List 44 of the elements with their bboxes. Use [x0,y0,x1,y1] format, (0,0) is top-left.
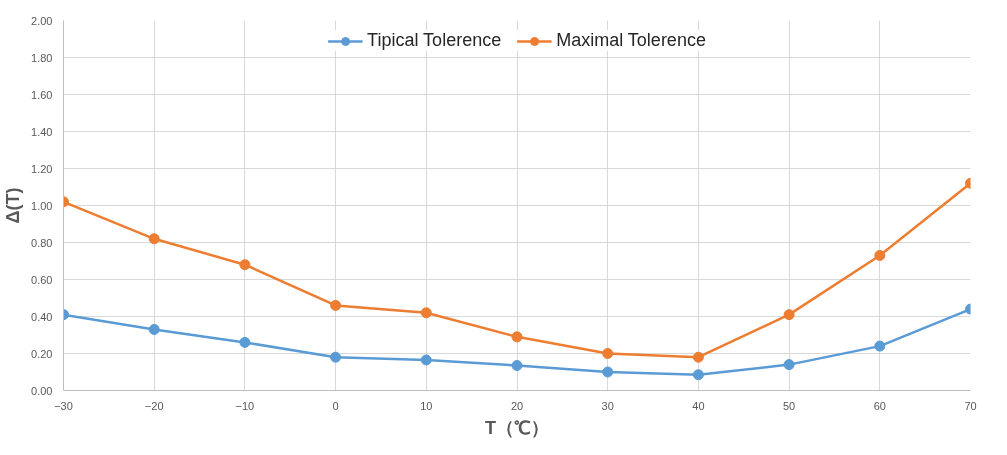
y-tick-label: 0.40 [31,310,53,323]
point [602,348,614,359]
point [511,360,523,372]
point [874,340,886,352]
point [420,354,432,366]
y-axis-title: Δ(T) [3,187,24,224]
legend-label: Maximal Tolerence [556,30,706,51]
legend-label: Tipical Tolerence [367,30,502,51]
point [602,366,614,378]
x-tick-label: −20 [144,399,164,412]
y-tick-label: 1.80 [31,51,53,64]
y-tick-label: 1.40 [31,125,53,138]
point [874,249,886,261]
point [148,323,160,335]
point [692,351,704,363]
x-tick-label: −10 [235,399,255,412]
y-tick-label: 0.80 [31,236,53,249]
y-tick-label: 0.00 [31,384,53,397]
point [692,369,704,381]
x-tick-label: 20 [510,399,524,412]
x-tick-label: 50 [782,399,796,412]
point [239,336,251,348]
x-tick-label: 0 [332,399,339,412]
y-tick-label: 1.60 [31,88,53,101]
y-tick-label: 2.00 [31,14,53,27]
point [239,259,251,271]
x-tick-label: 10 [420,399,433,412]
point [148,233,160,245]
x-tick-label: 40 [692,399,705,412]
x-tick-label: 60 [873,399,886,412]
point [330,351,342,363]
x-tick-label: 30 [601,399,614,412]
point [511,331,523,343]
x-tick-label: −30 [54,399,73,412]
y-tick-label: 0.20 [31,347,53,360]
x-axis-title: T（℃） [485,417,549,438]
point [783,309,795,321]
x-tick-label: 70 [964,399,977,412]
point [420,307,432,319]
y-tick-label: 1.00 [31,199,53,212]
y-tick-label: 0.60 [31,273,53,286]
y-tick-label: 1.20 [31,162,53,175]
point [330,299,342,311]
point [783,359,795,371]
